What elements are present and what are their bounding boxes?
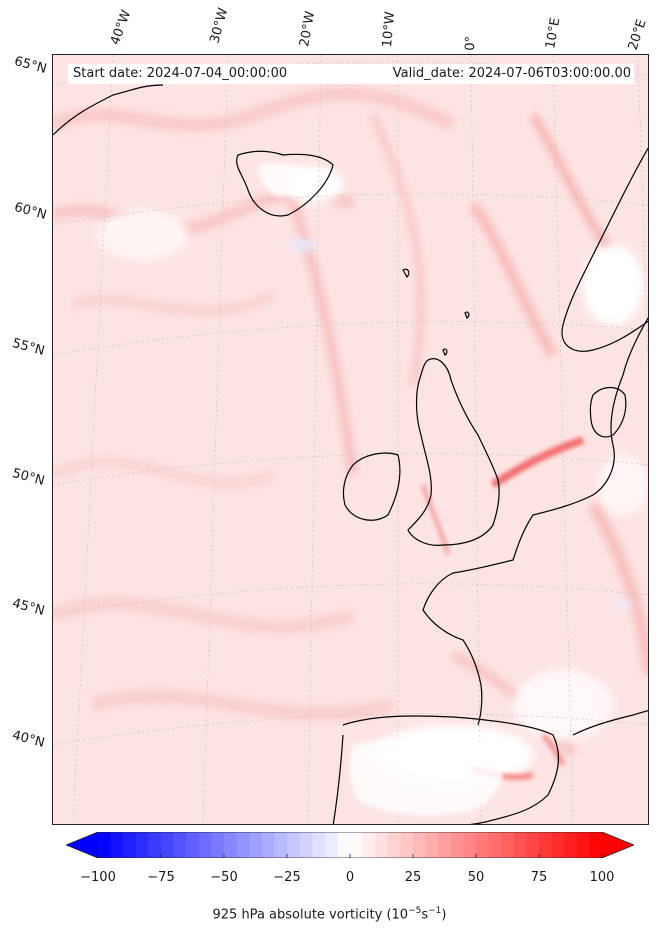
colorbar-tick-label: 25 (404, 870, 422, 885)
coast-west-europe (422, 317, 648, 726)
colorbar-segment (110, 832, 124, 858)
start-date-label: Start date: 2024-07-04_00:00:00 (73, 66, 288, 81)
colorbar-extend-low (66, 832, 98, 858)
map-panel (52, 54, 649, 825)
lon-label-40w: 40°W (107, 8, 135, 47)
coast-faroe (402, 268, 410, 278)
colorbar-segment (526, 832, 540, 858)
colorbar-segment (249, 832, 263, 858)
coast-mediterranean (572, 709, 648, 736)
lon-label-10w: 10°W (380, 10, 399, 48)
coast-iceland (236, 150, 334, 217)
colorbar-segment (513, 832, 527, 858)
coast-greenland (53, 84, 164, 136)
colorbar-tick-label: −25 (273, 870, 301, 885)
colorbar-tick-label: −100 (80, 870, 116, 885)
lat-label-50n: 50°N (10, 466, 47, 489)
colorbar-segment (148, 832, 162, 858)
colorbar-segment (161, 832, 175, 858)
valid-date-label: Valid_date: 2024-07-06T03:00:00.00 (392, 66, 631, 81)
colorbar-tick-label: 75 (530, 870, 548, 885)
colorbar-segment (551, 832, 565, 858)
colorbar-segment (425, 832, 439, 858)
colorbar-segment (539, 832, 553, 858)
colorbar-segment (135, 832, 149, 858)
colorbar (64, 831, 636, 859)
colorbar-segment (261, 832, 275, 858)
colorbar-segment (413, 832, 427, 858)
colorbar-tick-label: 50 (467, 870, 485, 885)
land-low-patches (258, 163, 504, 816)
colorbar-segment (337, 832, 351, 858)
colorbar-segment (123, 832, 137, 858)
colorbar-segment (173, 832, 187, 858)
colorbar-segment (324, 832, 338, 858)
colorbar-segment (274, 832, 288, 858)
header-background (68, 64, 634, 84)
lat-label-55n: 55°N (10, 336, 47, 359)
colorbar-segments (66, 832, 634, 858)
colorbar-segment (400, 832, 414, 858)
coast-denmark (589, 386, 627, 438)
coast-norway (561, 147, 648, 352)
coast-iberia (342, 715, 559, 824)
colorbar-segment (438, 832, 452, 858)
colorbar-segment (463, 832, 477, 858)
colorbar-tick-label: 100 (589, 870, 615, 885)
colorbar-segment (186, 832, 200, 858)
colorbar-segment (287, 832, 301, 858)
coast-orkney (442, 348, 448, 356)
colorbar-segment (299, 832, 313, 858)
colorbar-segment (211, 832, 225, 858)
colorbar-segment (488, 832, 502, 858)
coast-ireland (342, 452, 401, 521)
colorbar-segment (375, 832, 389, 858)
colorbar-segment (589, 832, 603, 858)
colorbar-tick-label: −50 (210, 870, 238, 885)
colorbar-segment (362, 832, 376, 858)
colorbar-segment (224, 832, 238, 858)
colorbar-ticks: −100 −75 −50 −25 0 25 50 75 100 (66, 870, 634, 890)
colorbar-extend-high (602, 832, 634, 858)
vorticity-streaks (53, 86, 648, 759)
colorbar-label-exp2: −1 (428, 906, 442, 916)
colorbar-segment (564, 832, 578, 858)
colorbar-segment (501, 832, 515, 858)
lon-label-10e: 10°E (543, 16, 564, 51)
lon-label-20e: 20°E (625, 17, 650, 52)
colorbar-segment (350, 832, 364, 858)
lat-label-40n: 40°N (10, 728, 47, 751)
lat-label-65n: 65°N (12, 54, 49, 77)
colorbar-label-end: ) (441, 907, 447, 923)
colorbar-label-exp1: −5 (408, 906, 422, 916)
colorbar-segment (476, 832, 490, 858)
coast-portugal (332, 734, 344, 824)
lat-label-60n: 60°N (12, 200, 49, 223)
colorbar-segment (387, 832, 401, 858)
coast-great-britain (407, 358, 500, 546)
lat-label-45n: 45°N (10, 596, 47, 619)
lon-label-20w: 20°W (297, 10, 319, 49)
graticule (53, 55, 648, 824)
colorbar-segment (198, 832, 212, 858)
lon-label-30w: 30°W (207, 6, 232, 45)
colorbar-segment (236, 832, 250, 858)
colorbar-segment (98, 832, 112, 858)
colorbar-label-main: 925 hPa absolute vorticity (10 (212, 907, 409, 923)
lon-label-0: 0° (463, 35, 479, 51)
colorbar-segment (312, 832, 326, 858)
vorticity-map (53, 55, 648, 824)
colorbar-segment (576, 832, 590, 858)
coastlines (53, 84, 648, 824)
colorbar-segment (450, 832, 464, 858)
colorbar-label-mid: s (421, 907, 429, 923)
colorbar-tick-label: −75 (147, 870, 175, 885)
colorbar-tick-label: 0 (345, 870, 355, 885)
coast-shetland (464, 311, 470, 319)
colorbar-label: 925 hPa absolute vorticity (10−5s−1) (0, 906, 659, 922)
colorbar-svg (64, 831, 636, 859)
